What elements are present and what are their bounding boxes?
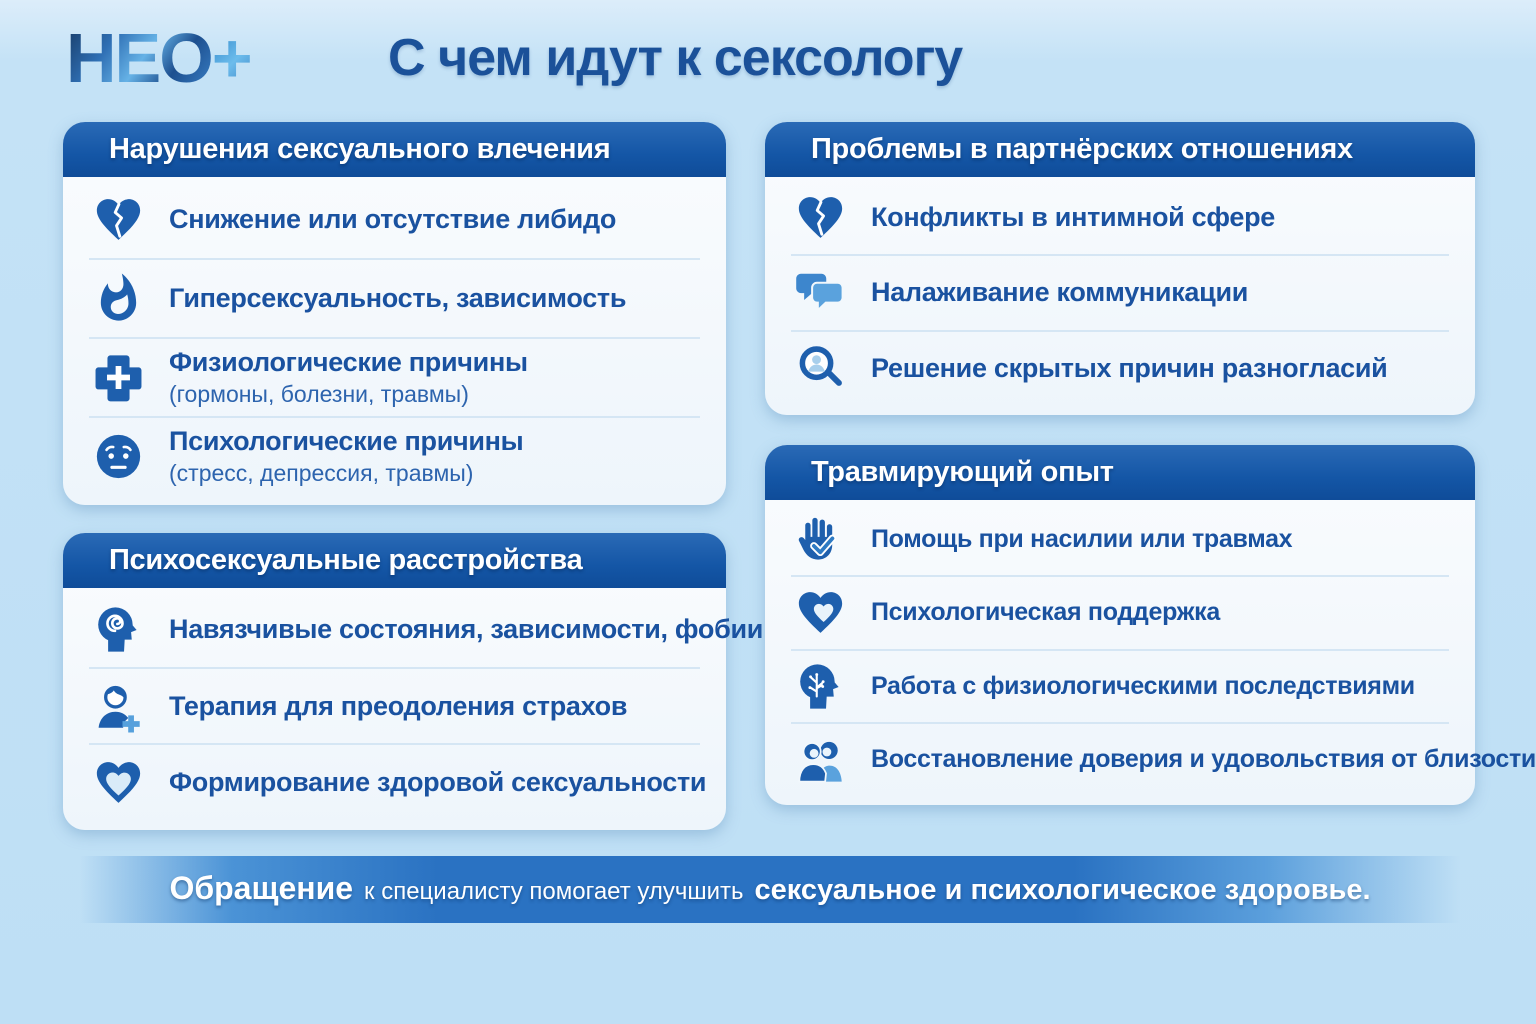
card-item-list: Конфликты в интимной сфере Налаживание к…	[765, 177, 1475, 415]
list-item: Налаживание коммуникации	[791, 254, 1449, 329]
item-subtext: (стресс, депрессия, травмы)	[169, 460, 474, 486]
item-text: Работа с физиологическими последствиями	[871, 671, 1415, 700]
item-subtext: (гормоны, болезни, травмы)	[169, 381, 469, 407]
item-text: Терапия для преодоления страхов	[169, 690, 628, 721]
person-plus-icon	[89, 680, 147, 733]
head-spiral-icon	[89, 603, 147, 656]
broken-heart-icon	[89, 193, 147, 246]
card-psychosexual-disorders: Психосексуальные расстройства Навязчивые…	[63, 533, 763, 830]
item-text: Помощь при насилии или травмах	[871, 525, 1293, 554]
list-item: Гиперсексуальность, зависимость	[89, 258, 700, 337]
card-title: Психосексуальные расстройства	[63, 533, 726, 588]
list-item: Терапия для преодоления страхов	[89, 666, 700, 744]
card-partner-relationship-problems: Проблемы в партнёрских отношениях Конфли…	[765, 122, 1475, 415]
item-text: Налаживание коммуникации	[871, 277, 1249, 308]
item-text: Навязчивые состояния, зависимости, фобии	[169, 613, 764, 644]
item-text: Формирование здоровой сексуальности	[169, 767, 707, 798]
list-item: Формирование здоровой сексуальности	[89, 743, 707, 820]
card-item-list: Навязчивые состояния, зависимости, фобии…	[63, 588, 763, 830]
item-text: Психологическая поддержка	[871, 598, 1220, 627]
broken-heart-icon	[791, 191, 849, 244]
banner-text-emphasis: Обращение	[169, 870, 354, 906]
card-title: Нарушения сексуального влечения	[63, 122, 726, 177]
item-text: Психологические причины (стресс, депресси…	[169, 426, 524, 486]
heart-icon	[89, 756, 147, 809]
medical-cross-icon	[89, 351, 147, 404]
head-tree-icon	[791, 660, 849, 713]
footer-banner: Обращение к специалисту помогает улучшит…	[80, 856, 1460, 923]
magnifier-person-icon	[791, 342, 849, 395]
hand-check-icon	[791, 513, 849, 566]
list-item: Работа с физиологическими последствиями	[791, 648, 1449, 722]
list-item: Психологическая поддержка	[791, 575, 1449, 648]
list-item: Навязчивые состояния, зависимости, фобии	[89, 592, 763, 667]
card-sexual-desire-disorders: Нарушения сексуального влечения Снижение…	[63, 122, 726, 505]
list-item: Психологические причины (стресс, депресси…	[89, 416, 700, 495]
banner-text-emphasis: сексуальное и психологическое здоровье.	[754, 874, 1371, 906]
item-text: Физиологические причины (гормоны, болезни…	[169, 347, 528, 407]
list-item: Восстановление доверия и удовольствия от…	[791, 721, 1536, 795]
list-item: Помощь при насилии или травмах	[791, 504, 1449, 575]
item-text: Восстановление доверия и удовольствия от…	[871, 744, 1536, 773]
logo-plus-icon: +	[211, 19, 253, 97]
card-item-list: Помощь при насилии или травмах Психологи…	[765, 500, 1536, 805]
couple-icon	[791, 733, 849, 786]
list-item: Физиологические причины (гормоны, болезни…	[89, 337, 700, 416]
chat-bubbles-icon	[791, 266, 849, 319]
card-traumatic-experience: Травмирующий опыт Помощь при насилии или…	[765, 445, 1536, 805]
banner-text: к специалисту помогает улучшить	[364, 878, 744, 905]
worried-face-icon	[89, 430, 147, 483]
card-item-list: Снижение или отсутствие либидо Гиперсекс…	[63, 177, 726, 505]
heart-care-icon	[791, 586, 849, 639]
flame-icon	[89, 272, 147, 325]
item-text: Решение скрытых причин разногласий	[871, 352, 1388, 383]
item-text: Снижение или отсутствие либидо	[169, 204, 617, 234]
logo-text: НЕО	[66, 19, 214, 97]
logo: НЕО+	[66, 18, 253, 98]
item-text: Гиперсексуальность, зависимость	[169, 283, 627, 313]
list-item: Решение скрытых причин разногласий	[791, 329, 1449, 405]
page-title: С чем идут к сексологу	[388, 29, 963, 87]
card-title: Травмирующий опыт	[765, 445, 1475, 500]
list-item: Конфликты в интимной сфере	[791, 181, 1449, 254]
list-item: Снижение или отсутствие либидо	[89, 181, 700, 258]
item-text: Конфликты в интимной сфере	[871, 202, 1275, 233]
card-title: Проблемы в партнёрских отношениях	[765, 122, 1475, 177]
